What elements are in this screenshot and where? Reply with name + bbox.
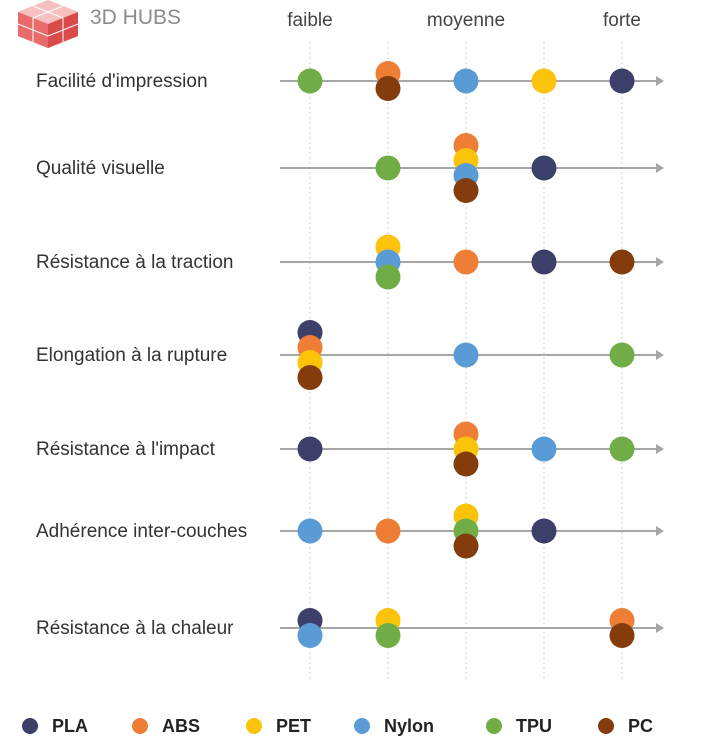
property-row: Résistance à la traction xyxy=(36,234,664,290)
dot-tpu xyxy=(375,155,401,181)
legend-label: PC xyxy=(628,716,653,736)
property-label: Résistance à la chaleur xyxy=(36,618,234,639)
dot-pc xyxy=(297,365,323,390)
property-row: Adhérence inter-couches xyxy=(36,503,664,559)
dot-tpu xyxy=(375,623,401,648)
legend-swatch xyxy=(598,718,614,734)
dot-tpu xyxy=(609,342,635,368)
property-label: Facilité d'impression xyxy=(36,71,208,92)
property-label: Adhérence inter-couches xyxy=(36,521,247,542)
dot-pc xyxy=(453,451,479,477)
dot-abs xyxy=(375,518,401,544)
dot-pc xyxy=(375,76,401,101)
arrow-head-icon xyxy=(656,444,664,454)
dot-tpu xyxy=(609,436,635,462)
dot-pla xyxy=(609,68,635,94)
property-label: Résistance à la traction xyxy=(36,252,234,273)
arrow-head-icon xyxy=(656,526,664,536)
dot-nylon xyxy=(297,518,323,544)
legend-item-pla: PLA xyxy=(22,716,88,736)
property-label: Qualité visuelle xyxy=(36,158,165,179)
arrow-head-icon xyxy=(656,350,664,360)
legend-swatch xyxy=(486,718,502,734)
dot-pc xyxy=(609,249,635,275)
legend-swatch xyxy=(132,718,148,734)
dot-tpu xyxy=(297,68,323,94)
legend-label: PET xyxy=(276,716,311,736)
legend-label: ABS xyxy=(162,716,200,736)
legend: PLA ABS PET Nylon TPU PC xyxy=(22,716,653,736)
property-rows: Facilité d'impression Qualité visuelle Rés… xyxy=(36,61,664,648)
legend-label: TPU xyxy=(516,716,552,736)
level-label-faible: faible xyxy=(287,10,332,31)
property-row: Elongation à la rupture xyxy=(36,320,664,390)
dot-nylon xyxy=(453,68,479,94)
legend-item-tpu: TPU xyxy=(486,716,552,736)
dot-pet xyxy=(531,68,557,94)
legend-swatch xyxy=(22,718,38,734)
level-label-forte: forte xyxy=(603,10,641,31)
property-row: Résistance à l'impact xyxy=(36,421,664,477)
dot-pla xyxy=(531,518,557,544)
arrow-head-icon xyxy=(656,257,664,267)
brand-name: 3D HUBS xyxy=(90,6,181,29)
dot-pla xyxy=(531,155,557,181)
legend-item-abs: ABS xyxy=(132,716,200,736)
dot-nylon xyxy=(453,342,479,368)
brand-logo: 3D HUBS xyxy=(17,0,181,48)
legend-item-pet: PET xyxy=(246,716,311,736)
arrow-head-icon xyxy=(656,76,664,86)
property-label: Résistance à l'impact xyxy=(36,439,216,460)
legend-label: PLA xyxy=(52,716,88,736)
property-row: Facilité d'impression xyxy=(36,61,664,101)
legend-item-nylon: Nylon xyxy=(354,716,434,736)
dot-pla xyxy=(297,436,323,462)
dot-pc xyxy=(453,533,479,559)
dot-pla xyxy=(531,249,557,275)
x-level-labels: faible moyenne forte xyxy=(287,10,641,31)
arrow-head-icon xyxy=(656,623,664,633)
logo-cube-icon xyxy=(17,0,79,48)
property-row: Résistance à la chaleur xyxy=(36,608,664,648)
dot-pc xyxy=(453,178,479,203)
arrow-head-icon xyxy=(656,163,664,173)
gridlines xyxy=(309,42,623,680)
dot-pc xyxy=(609,623,635,648)
legend-swatch xyxy=(246,718,262,734)
dot-abs xyxy=(453,249,479,275)
level-label-moyenne: moyenne xyxy=(427,10,505,31)
dot-nylon xyxy=(297,623,323,648)
dot-nylon xyxy=(531,436,557,462)
property-row: Qualité visuelle xyxy=(36,133,664,203)
legend-item-pc: PC xyxy=(598,716,653,736)
legend-swatch xyxy=(354,718,370,734)
legend-label: Nylon xyxy=(384,716,434,736)
property-label: Elongation à la rupture xyxy=(36,345,227,366)
dot-tpu xyxy=(375,264,401,290)
